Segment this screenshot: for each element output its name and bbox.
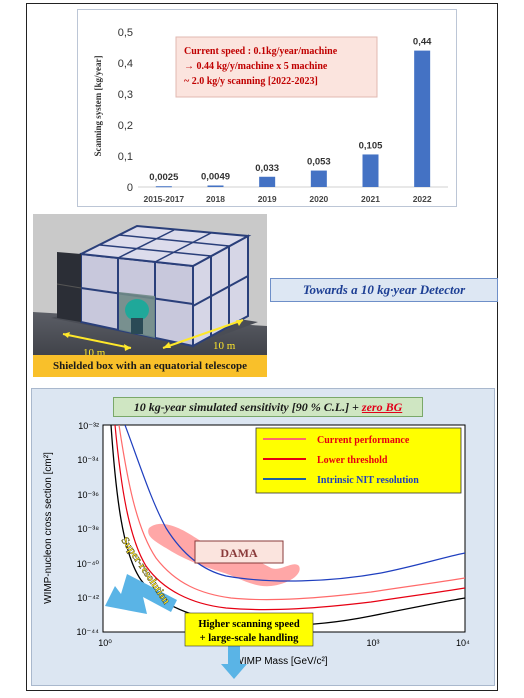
bar-2018 [207, 185, 224, 187]
ytick-1e-42: 10⁻⁴² [77, 593, 99, 603]
scanning-label-box [184, 612, 314, 647]
towards-detector-label: Towards a 10 kg·year Detector [270, 278, 498, 302]
bar-ytick-label: 0 [127, 182, 133, 194]
sensitivity-title-main: 10 kg-year simulated sensitivity [90 % C… [133, 399, 359, 414]
bar-value-label: 0,0049 [201, 171, 230, 182]
ytick-1e-36: 10⁻³⁶ [78, 490, 100, 500]
ytick-1e-40: 10⁻⁴⁰ [77, 559, 100, 569]
xtick-1e0: 10⁰ [98, 638, 112, 648]
bar-2019 [259, 176, 276, 187]
current-performance-curve [118, 425, 465, 601]
ytick-1e-44: 10⁻⁴⁴ [77, 627, 100, 637]
bar-ytick-label: 0,3 [118, 89, 133, 101]
dama-label: DAMA [220, 546, 258, 560]
bar-ytick-label: 0,2 [118, 120, 133, 132]
scanning-label-line-1: Higher scanning speed [198, 619, 299, 630]
bar-2015-2017 [155, 186, 172, 188]
bar-value-label: 0,033 [255, 163, 279, 174]
bar-xtick-label: 2021 [361, 194, 380, 204]
plot-x-ticks: 10⁰ 10³ 10⁴ [98, 638, 470, 648]
legend-intrinsic-resolution: Intrinsic NIT resolution [317, 475, 419, 486]
bar-value-label: 0,105 [359, 140, 383, 151]
dama-label-box [194, 540, 284, 564]
bar-2020 [310, 170, 327, 187]
bar-chart-ylabel: Scanning system [kg/year] [93, 55, 103, 156]
bar-2022 [414, 50, 431, 187]
shielded-box-render: 10 m 10 m [33, 214, 267, 366]
plot-xlabel: WIMP Mass [GeV/c²] [234, 656, 327, 667]
intrinsic-resolution-curve [124, 425, 465, 582]
slide-frame [26, 3, 498, 691]
bar-ytick-label: 0,4 [118, 58, 133, 70]
scanning-speed-chart: Scanning system [kg/year] 0 0,1 0,2 0,3 0,4 0… [77, 9, 457, 207]
dimension-label-right: 10 m [213, 340, 236, 352]
sensitivity-plot: 10⁻³² 10⁻³⁴ 10⁻³⁶ 10⁻³⁸ 10⁻⁴⁰ 10⁻⁴² 10⁻⁴… [43, 421, 470, 679]
ytick-1e-38: 10⁻³⁸ [77, 524, 99, 534]
ytick-1e-34: 10⁻³⁴ [77, 455, 99, 465]
sensitivity-title: 10 kg-year simulated sensitivity [90 % C… [113, 397, 423, 417]
legend-lower-threshold: Lower threshold [317, 455, 388, 466]
speed-annotation-line-3: ~ 2.0 kg/y scanning [2022-2023] [184, 76, 318, 87]
super-resolution-arrow [105, 574, 177, 614]
xtick-1e3: 10³ [366, 638, 379, 648]
speed-annotation-box [175, 36, 378, 98]
bar-ytick-label: 0,1 [118, 151, 133, 163]
bar-xtick-label: 2018 [206, 194, 225, 204]
bar-xtick-label: 2019 [258, 194, 277, 204]
xtick-1e4: 10⁴ [456, 638, 470, 648]
plot-y-ticks: 10⁻³² 10⁻³⁴ 10⁻³⁶ 10⁻³⁸ 10⁻⁴⁰ 10⁻⁴² 10⁻⁴… [77, 421, 100, 637]
scanning-label-line-2: + large-scale handling [200, 633, 299, 644]
speed-annotation-line-2: → 0.44 kg/y/machine x 5 machine [184, 61, 328, 72]
bar-value-label: 0,44 [413, 37, 432, 48]
bar-2021 [362, 154, 379, 187]
bar-value-label: 0,053 [307, 157, 331, 168]
scanning-speed-arrow [221, 642, 247, 679]
bar-xtick-label: 2022 [413, 194, 432, 204]
legend-current-performance: Current performance [317, 435, 410, 446]
lower-threshold-curve [114, 425, 465, 611]
sensitivity-title-zero-bg: zero BG [361, 399, 403, 414]
bar-ytick-label: 0,5 [118, 27, 133, 39]
plot-ylabel: WIMP-nucleon cross section [cm²] [43, 452, 54, 604]
speed-annotation-line-1: Current speed : 0.1kg/year/machine [184, 46, 338, 57]
ytick-1e-32: 10⁻³² [78, 421, 99, 431]
detector-caption: Shielded box with an equatorial telescop… [33, 355, 267, 377]
bar-xtick-label: 2020 [309, 194, 328, 204]
bar-xtick-label: 2015-2017 [144, 194, 185, 204]
bar-value-label: 0,0025 [149, 172, 179, 183]
